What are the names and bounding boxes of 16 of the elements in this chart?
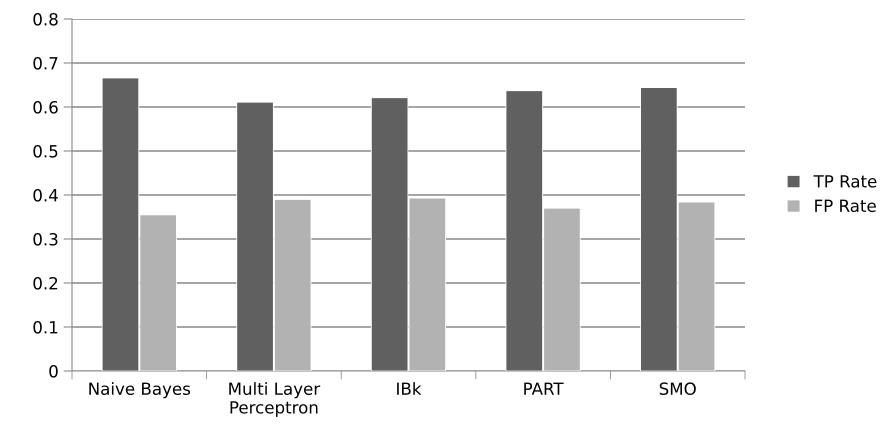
x-tick-label: Multi Layer Perceptron [229, 382, 320, 417]
y-tick-label: 0.6 [33, 100, 58, 114]
y-tick-label: 0.5 [33, 144, 58, 158]
x-tick-label: IBk [397, 382, 422, 395]
y-tick-label: 0.1 [33, 320, 58, 334]
y-tick-label: 0.4 [33, 188, 58, 202]
y-tick-label: 0 [49, 364, 58, 378]
y-tick-label: 0.3 [33, 232, 58, 246]
legend-label: TP Rate [814, 175, 876, 188]
x-tick-label: SMO [660, 382, 696, 396]
legend-label: FP Rate [815, 200, 876, 212]
x-tick-label: Naive Bayes [89, 382, 190, 398]
y-tick-label: 0.2 [33, 276, 58, 290]
y-tick-label: 0.8 [33, 12, 58, 26]
x-tick-label: PART [524, 382, 564, 395]
y-tick-label: 0.7 [33, 56, 58, 70]
